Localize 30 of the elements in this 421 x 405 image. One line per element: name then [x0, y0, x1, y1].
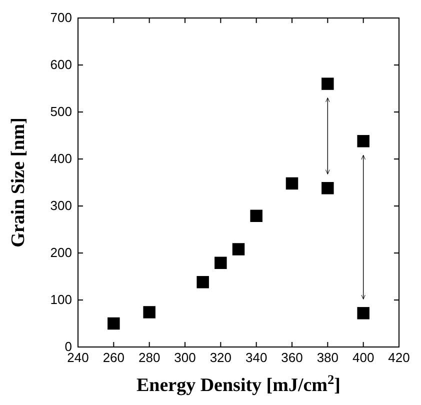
point — [357, 135, 370, 148]
x-tick-label: 280 — [138, 350, 160, 366]
point — [143, 306, 156, 318]
y-tick-label: 100 — [50, 292, 72, 308]
x-tick-label: 320 — [210, 350, 232, 366]
x-tick-label: 240 — [67, 350, 89, 366]
y-tick-label: 300 — [50, 198, 72, 214]
point — [286, 177, 298, 190]
point — [108, 317, 120, 330]
point — [250, 210, 262, 222]
y-axis-title: Grain Size [nm] — [8, 118, 29, 248]
point — [322, 182, 334, 194]
x-tick-label: 380 — [316, 350, 339, 366]
point — [357, 307, 370, 320]
y-tick-label: 200 — [50, 245, 72, 260]
point — [214, 256, 227, 269]
y-tick-label: 600 — [50, 57, 72, 72]
x-axis-title: Energy Density [mJ/cm$^{2}$] — [136, 372, 341, 396]
x-tick-label: 420 — [388, 350, 410, 366]
x-tick-label: 400 — [352, 350, 374, 366]
y-tick-label: 500 — [50, 104, 72, 120]
x-tick-label: 340 — [245, 350, 268, 366]
point — [232, 243, 245, 256]
y-tick-label: 700 — [50, 10, 72, 26]
point — [196, 276, 209, 288]
x-tick-label: 360 — [281, 350, 303, 366]
x-tick-label: 300 — [174, 350, 196, 366]
y-tick-label: 400 — [50, 151, 72, 166]
point — [322, 78, 334, 90]
x-tick-label: 260 — [102, 350, 125, 366]
